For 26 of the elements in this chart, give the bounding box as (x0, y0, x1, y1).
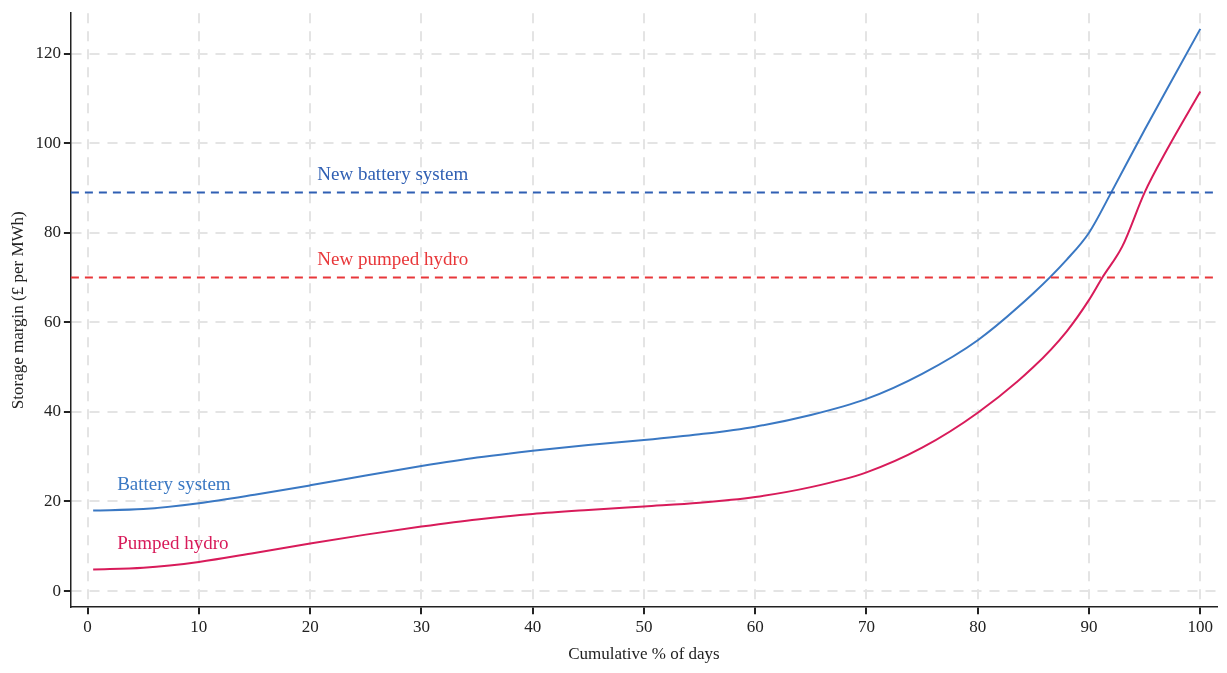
series-label: Battery system (117, 472, 231, 494)
y-tick-label: 0 (52, 580, 61, 600)
x-tick-label: 10 (190, 616, 208, 636)
x-axis-title: Cumulative % of days (568, 644, 720, 664)
x-tick-label: 30 (412, 616, 430, 636)
line-series (92, 27, 1202, 512)
series-label: Pumped hydro (117, 532, 229, 554)
y-axis-title: Storage margin (£ per MWh) (7, 211, 27, 410)
ref-line-label: New battery system (317, 162, 469, 184)
x-tick-label: 20 (301, 616, 319, 636)
x-tick-label: 60 (746, 616, 764, 636)
y-tick-label: 60 (43, 311, 61, 331)
y-tick-label: 120 (35, 42, 61, 62)
x-tick-label: 70 (857, 616, 875, 636)
y-tick-label: 20 (43, 490, 61, 510)
y-tick-label: 100 (35, 132, 61, 152)
x-tick-label: 90 (1080, 616, 1098, 636)
x-tick-label: 0 (83, 616, 92, 636)
x-tick-label: 100 (1187, 616, 1214, 636)
x-tick-label: 80 (969, 616, 987, 636)
x-tick-label: 50 (635, 616, 653, 636)
y-tick-label: 80 (43, 222, 61, 242)
x-tick-label: 40 (524, 616, 542, 636)
ref-line-label: New pumped hydro (317, 247, 469, 269)
line-series (92, 90, 1202, 571)
y-tick-label: 40 (43, 401, 61, 421)
